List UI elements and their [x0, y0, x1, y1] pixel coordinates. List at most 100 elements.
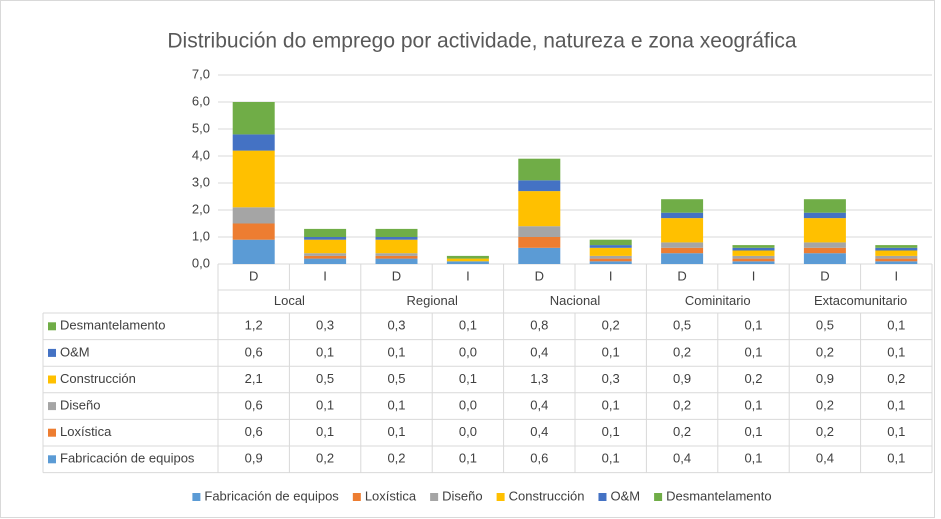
- bar-segment: [232, 150, 275, 208]
- table-cell: 0,1: [316, 344, 334, 359]
- table-cell: 0,9: [245, 451, 263, 466]
- bar-segment: [875, 255, 918, 259]
- bar-segment: [661, 247, 704, 254]
- legend-key: [430, 493, 439, 501]
- x-tick-label: I: [752, 268, 756, 283]
- group-label: Nacional: [550, 293, 601, 308]
- table-cell: 0,2: [387, 451, 405, 466]
- bar-segment: [803, 253, 846, 264]
- table-cell: 0,1: [387, 398, 405, 413]
- group-label: Local: [274, 293, 305, 308]
- bar-segment: [232, 134, 275, 151]
- table-cell: 0,1: [887, 451, 905, 466]
- y-tick-label: 7,0: [192, 66, 210, 81]
- table-cell: 0,5: [387, 371, 405, 386]
- bar-segment: [232, 207, 275, 224]
- table-legend-key: [48, 375, 56, 384]
- bar-segment: [803, 199, 846, 213]
- table-legend-key: [48, 402, 56, 411]
- bar-segment: [375, 258, 418, 264]
- table-cell: 0,2: [816, 344, 834, 359]
- table-cell: 0,3: [602, 371, 620, 386]
- table-cell: 0,2: [673, 424, 691, 439]
- table-cell: 0,2: [316, 451, 334, 466]
- table-row-label: Desmantelamento: [60, 318, 166, 333]
- bar-segment: [375, 255, 418, 259]
- group-label: Regional: [407, 293, 458, 308]
- table-cell: 0,1: [887, 344, 905, 359]
- table-cell: 0,6: [245, 398, 263, 413]
- bar-segment: [375, 239, 418, 254]
- bar-segment: [375, 228, 418, 237]
- bar-segment: [304, 253, 347, 256]
- bar-segment: [875, 247, 918, 251]
- bar-segment: [232, 102, 275, 135]
- x-tick-label: D: [677, 268, 686, 283]
- x-tick-label: D: [820, 268, 829, 283]
- table-cell: 0,2: [887, 371, 905, 386]
- table-row-label: Construcción: [60, 371, 136, 386]
- legend-label: Construcción: [509, 488, 585, 503]
- table-cell: 0,0: [459, 398, 477, 413]
- table-cell: 0,1: [459, 318, 477, 333]
- table-cell: 0,1: [602, 398, 620, 413]
- bar-segment: [446, 258, 489, 262]
- bar-segment: [589, 258, 632, 262]
- table-row-label: Diseño: [60, 398, 100, 413]
- table-cell: 0,4: [530, 424, 548, 439]
- bar-segment: [304, 258, 347, 264]
- bar-segment: [803, 212, 846, 219]
- x-tick-label: I: [894, 268, 898, 283]
- table-cell: 0,1: [744, 318, 762, 333]
- x-tick-label: D: [535, 268, 544, 283]
- legend-label: Loxística: [365, 488, 417, 503]
- x-tick-label: D: [392, 268, 401, 283]
- legend-key: [598, 493, 607, 501]
- bar-segment: [375, 253, 418, 256]
- table-cell: 0,5: [316, 371, 334, 386]
- bar-segment: [518, 191, 561, 227]
- table-cell: 0,2: [744, 371, 762, 386]
- table-cell: 0,1: [602, 451, 620, 466]
- table-cell: 0,1: [744, 451, 762, 466]
- table-legend-key: [48, 428, 56, 437]
- table-cell: 0,8: [530, 318, 548, 333]
- bar-segment: [304, 237, 347, 240]
- table-cell: 0,4: [673, 451, 691, 466]
- chart-title: Distribución do emprego por actividade, …: [167, 30, 797, 53]
- bar-segment: [732, 247, 775, 251]
- table-cell: 0,1: [744, 344, 762, 359]
- table-cell: 1,3: [530, 371, 548, 386]
- table-cell: 0,4: [530, 398, 548, 413]
- table-cell: 0,0: [459, 344, 477, 359]
- legend-label: Diseño: [442, 488, 482, 503]
- bar-segment: [661, 242, 704, 248]
- bar-segment: [803, 242, 846, 248]
- bar-segment: [732, 245, 775, 248]
- y-tick-label: 0,0: [192, 255, 210, 270]
- table-cell: 0,3: [387, 318, 405, 333]
- table-cell: 0,1: [744, 424, 762, 439]
- bar-segment: [446, 261, 489, 264]
- table-cell: 0,9: [816, 371, 834, 386]
- bar-segment: [875, 250, 918, 256]
- y-tick-label: 5,0: [192, 120, 210, 135]
- bar-segment: [661, 212, 704, 219]
- x-tick-label: I: [323, 268, 327, 283]
- legend-key: [496, 493, 505, 501]
- table-cell: 0,5: [816, 318, 834, 333]
- table-row-label: Loxística: [60, 424, 112, 439]
- bar-segment: [661, 253, 704, 264]
- table-cell: 0,2: [602, 318, 620, 333]
- table-legend-key: [48, 455, 56, 464]
- bar-segment: [518, 237, 561, 248]
- group-label: Extacomunitario: [814, 293, 907, 308]
- bar-segment: [304, 239, 347, 254]
- y-tick-label: 2,0: [192, 201, 210, 216]
- x-tick-label: I: [466, 268, 470, 283]
- table-cell: 0,1: [887, 424, 905, 439]
- legend-key: [654, 493, 663, 501]
- bar-segment: [304, 255, 347, 259]
- bar-segment: [589, 247, 632, 256]
- table-cell: 0,4: [816, 451, 834, 466]
